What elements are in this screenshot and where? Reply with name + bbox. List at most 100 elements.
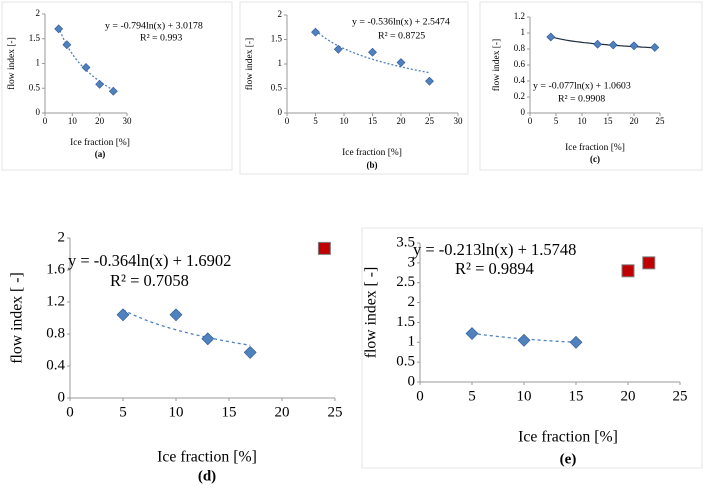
data-point: [95, 79, 105, 89]
x-tick-label: 15: [604, 116, 614, 126]
chart-frame: [239, 1, 469, 175]
y-tick-label: 3.5: [396, 234, 415, 250]
x-axis-label: Ice fraction [%]: [70, 137, 130, 148]
data-point: [465, 327, 479, 340]
y-tick-label: 2: [278, 9, 283, 19]
trend-equation: y = -0.077ln(x) + 1.0603: [533, 80, 631, 91]
x-tick-label: 25: [328, 404, 343, 420]
trendline: [550, 36, 655, 49]
trend-equation: y = -0.364ln(x) + 1.6902: [68, 251, 231, 270]
y-tick-label: 0.5: [271, 83, 283, 93]
data-point: [81, 63, 91, 72]
y-tick-label: 2.5: [396, 274, 415, 290]
x-tick-label: 25: [656, 116, 666, 126]
caption: (a): [95, 149, 106, 159]
x-tick-label: 0: [416, 388, 424, 404]
data-point: [425, 76, 434, 86]
y-tick-label: 2: [58, 229, 66, 245]
data-point: [169, 308, 183, 322]
x-tick-label: 15: [222, 404, 237, 420]
x-tick-label: 10: [340, 116, 350, 126]
x-tick-label: 5: [119, 404, 127, 420]
data-point: [650, 42, 660, 52]
y-tick-label: 3: [408, 254, 416, 270]
x-tick-label: 15: [569, 388, 584, 404]
y-tick-label: 0: [36, 107, 41, 117]
y-tick-label: 0: [521, 107, 526, 117]
data-point: [642, 256, 656, 270]
y-tick-label: 0.2: [514, 91, 525, 101]
x-tick-label: 5: [554, 116, 559, 126]
data-point: [593, 39, 603, 49]
data-point: [621, 264, 635, 278]
y-tick-label: 0: [278, 107, 283, 117]
data-point: [54, 24, 64, 34]
trend-equation: y = -0.536ln(x) + 2.5474: [352, 16, 450, 27]
trend-equation: y = -0.794ln(x) + 3.0178: [105, 20, 203, 31]
y-tick-label: 0: [58, 389, 66, 405]
y-tick-label: 0: [408, 373, 416, 389]
x-axis-label: Ice fraction [%]: [518, 429, 618, 446]
data-point: [108, 86, 118, 96]
x-tick-label: 0: [528, 116, 533, 126]
x-axis-label: Ice fraction [%]: [342, 147, 402, 158]
x-axis-label: Ice fraction [%]: [157, 449, 257, 466]
y-tick-label: 1: [36, 58, 41, 68]
y-axis-label: flow index [-]: [491, 39, 502, 91]
caption: (b): [367, 160, 378, 170]
chart-frame: [479, 1, 703, 171]
y-tick-label: 0.8: [514, 43, 526, 53]
data-point: [243, 345, 257, 359]
x-tick-label: 5: [468, 388, 476, 404]
x-tick-label: 25: [425, 116, 435, 126]
x-tick-label: 0: [285, 116, 290, 126]
y-tick-label: 0.8: [46, 325, 65, 341]
data-point: [608, 40, 618, 50]
x-axis-label: Ice fraction [%]: [565, 142, 625, 153]
x-tick-label: 10: [68, 116, 78, 126]
r-squared: R² = 0.8725: [378, 30, 425, 41]
x-tick-label: 30: [454, 116, 464, 126]
data-point: [569, 335, 583, 349]
x-tick-label: 10: [578, 116, 588, 126]
data-point: [62, 40, 72, 50]
y-axis-label: flow index [ -]: [363, 267, 380, 358]
data-point: [517, 333, 531, 347]
y-tick-label: 1: [278, 58, 283, 68]
y-tick-label: 1.2: [46, 293, 65, 309]
data-point: [116, 308, 130, 322]
y-tick-label: 0.5: [396, 354, 415, 370]
y-tick-label: 1: [408, 334, 416, 350]
y-tick-label: 0.4: [514, 75, 526, 85]
y-axis-label: flow index [-]: [244, 38, 255, 90]
data-point: [396, 58, 406, 67]
x-tick-label: 20: [630, 116, 640, 126]
caption: (e): [560, 451, 577, 467]
y-tick-label: 0.6: [514, 59, 526, 69]
y-tick-label: 1.5: [271, 34, 283, 44]
caption: (c): [590, 154, 600, 164]
x-tick-label: 20: [275, 404, 290, 420]
x-tick-label: 20: [95, 116, 105, 126]
y-tick-label: 1.6: [46, 261, 65, 277]
trend-equation: y = -0.213ln(x) + 1.5748: [413, 240, 576, 259]
data-point: [317, 241, 331, 255]
x-tick-label: 20: [621, 388, 636, 404]
x-tick-label: 10: [169, 404, 184, 420]
y-tick-label: 1.5: [29, 33, 41, 43]
x-tick-label: 20: [397, 116, 407, 126]
x-tick-label: 0: [66, 404, 74, 420]
r-squared: R² = 0.993: [140, 32, 182, 43]
y-tick-label: 2: [408, 294, 416, 310]
data-point: [201, 332, 215, 346]
y-tick-label: 0.5: [29, 82, 41, 92]
x-tick-label: 5: [313, 116, 318, 126]
x-tick-label: 0: [43, 116, 48, 126]
trendline: [58, 26, 114, 91]
data-point: [546, 32, 556, 42]
r-squared: R² = 0.9908: [558, 93, 605, 104]
r-squared: R² = 0.9894: [455, 259, 534, 278]
trendline: [122, 309, 251, 346]
chart-frame: [361, 227, 703, 469]
